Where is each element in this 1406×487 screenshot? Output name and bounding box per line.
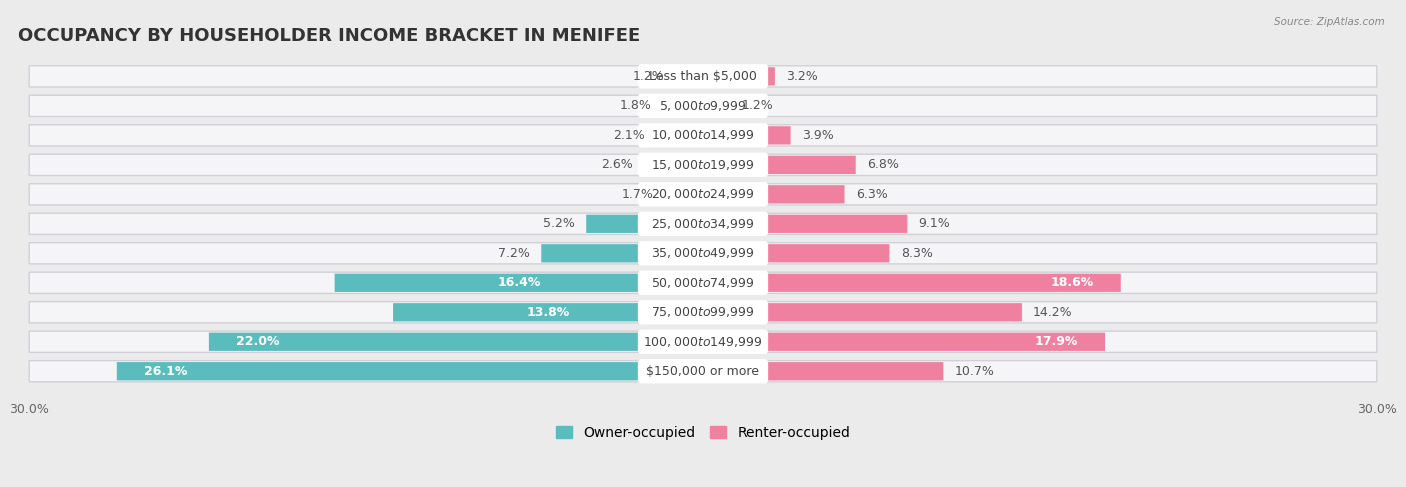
Text: $15,000 to $19,999: $15,000 to $19,999 xyxy=(651,158,755,172)
FancyBboxPatch shape xyxy=(703,97,730,115)
FancyBboxPatch shape xyxy=(394,303,703,321)
Text: Less than $5,000: Less than $5,000 xyxy=(650,70,756,83)
Text: 16.4%: 16.4% xyxy=(498,276,540,289)
FancyBboxPatch shape xyxy=(30,154,1376,175)
FancyBboxPatch shape xyxy=(586,215,703,233)
Text: 1.8%: 1.8% xyxy=(620,99,651,112)
Text: $100,000 to $149,999: $100,000 to $149,999 xyxy=(644,335,762,349)
FancyBboxPatch shape xyxy=(703,67,775,86)
Text: $5,000 to $9,999: $5,000 to $9,999 xyxy=(659,99,747,113)
Text: 17.9%: 17.9% xyxy=(1035,335,1078,348)
FancyBboxPatch shape xyxy=(30,331,1376,353)
Text: Source: ZipAtlas.com: Source: ZipAtlas.com xyxy=(1274,17,1385,27)
FancyBboxPatch shape xyxy=(703,274,1121,292)
Text: 7.2%: 7.2% xyxy=(498,247,530,260)
Text: $35,000 to $49,999: $35,000 to $49,999 xyxy=(651,246,755,260)
FancyBboxPatch shape xyxy=(638,94,768,118)
FancyBboxPatch shape xyxy=(638,271,768,295)
FancyBboxPatch shape xyxy=(703,303,1022,321)
FancyBboxPatch shape xyxy=(638,212,768,236)
FancyBboxPatch shape xyxy=(703,126,790,145)
FancyBboxPatch shape xyxy=(676,67,703,86)
FancyBboxPatch shape xyxy=(638,300,768,324)
Text: 8.3%: 8.3% xyxy=(901,247,932,260)
FancyBboxPatch shape xyxy=(703,362,943,380)
Text: 1.2%: 1.2% xyxy=(741,99,773,112)
Text: 9.1%: 9.1% xyxy=(918,217,950,230)
Text: $25,000 to $34,999: $25,000 to $34,999 xyxy=(651,217,755,231)
FancyBboxPatch shape xyxy=(638,152,768,177)
Text: $50,000 to $74,999: $50,000 to $74,999 xyxy=(651,276,755,290)
FancyBboxPatch shape xyxy=(30,95,1376,116)
Text: 2.6%: 2.6% xyxy=(602,158,633,171)
Text: 14.2%: 14.2% xyxy=(1033,306,1073,319)
FancyBboxPatch shape xyxy=(117,362,703,380)
FancyBboxPatch shape xyxy=(638,330,768,354)
Text: $150,000 or more: $150,000 or more xyxy=(647,365,759,378)
FancyBboxPatch shape xyxy=(30,213,1376,234)
Text: OCCUPANCY BY HOUSEHOLDER INCOME BRACKET IN MENIFEE: OCCUPANCY BY HOUSEHOLDER INCOME BRACKET … xyxy=(18,27,640,45)
FancyBboxPatch shape xyxy=(655,126,703,145)
Text: 3.9%: 3.9% xyxy=(801,129,834,142)
FancyBboxPatch shape xyxy=(209,333,703,351)
Text: 1.2%: 1.2% xyxy=(633,70,665,83)
FancyBboxPatch shape xyxy=(644,156,703,174)
Text: 10.7%: 10.7% xyxy=(955,365,994,378)
FancyBboxPatch shape xyxy=(703,244,890,262)
FancyBboxPatch shape xyxy=(703,156,856,174)
Legend: Owner-occupied, Renter-occupied: Owner-occupied, Renter-occupied xyxy=(550,420,856,446)
FancyBboxPatch shape xyxy=(662,97,703,115)
FancyBboxPatch shape xyxy=(541,244,703,262)
FancyBboxPatch shape xyxy=(703,333,1105,351)
FancyBboxPatch shape xyxy=(638,123,768,148)
Text: 3.2%: 3.2% xyxy=(786,70,818,83)
Text: 6.8%: 6.8% xyxy=(868,158,898,171)
FancyBboxPatch shape xyxy=(30,361,1376,382)
FancyBboxPatch shape xyxy=(30,272,1376,293)
FancyBboxPatch shape xyxy=(638,182,768,206)
Text: 5.2%: 5.2% xyxy=(543,217,575,230)
FancyBboxPatch shape xyxy=(665,185,703,204)
Text: 2.1%: 2.1% xyxy=(613,129,644,142)
FancyBboxPatch shape xyxy=(638,359,768,383)
FancyBboxPatch shape xyxy=(638,64,768,89)
Text: 22.0%: 22.0% xyxy=(236,335,280,348)
Text: 26.1%: 26.1% xyxy=(143,365,187,378)
FancyBboxPatch shape xyxy=(703,215,907,233)
Text: 1.7%: 1.7% xyxy=(621,188,654,201)
Text: $75,000 to $99,999: $75,000 to $99,999 xyxy=(651,305,755,319)
Text: 18.6%: 18.6% xyxy=(1050,276,1094,289)
FancyBboxPatch shape xyxy=(30,184,1376,205)
Text: 6.3%: 6.3% xyxy=(856,188,887,201)
FancyBboxPatch shape xyxy=(30,66,1376,87)
Text: $10,000 to $14,999: $10,000 to $14,999 xyxy=(651,129,755,142)
FancyBboxPatch shape xyxy=(638,241,768,265)
FancyBboxPatch shape xyxy=(30,301,1376,323)
FancyBboxPatch shape xyxy=(703,185,845,204)
FancyBboxPatch shape xyxy=(335,274,703,292)
FancyBboxPatch shape xyxy=(30,243,1376,264)
FancyBboxPatch shape xyxy=(30,125,1376,146)
Text: 13.8%: 13.8% xyxy=(526,306,569,319)
Text: $20,000 to $24,999: $20,000 to $24,999 xyxy=(651,187,755,201)
